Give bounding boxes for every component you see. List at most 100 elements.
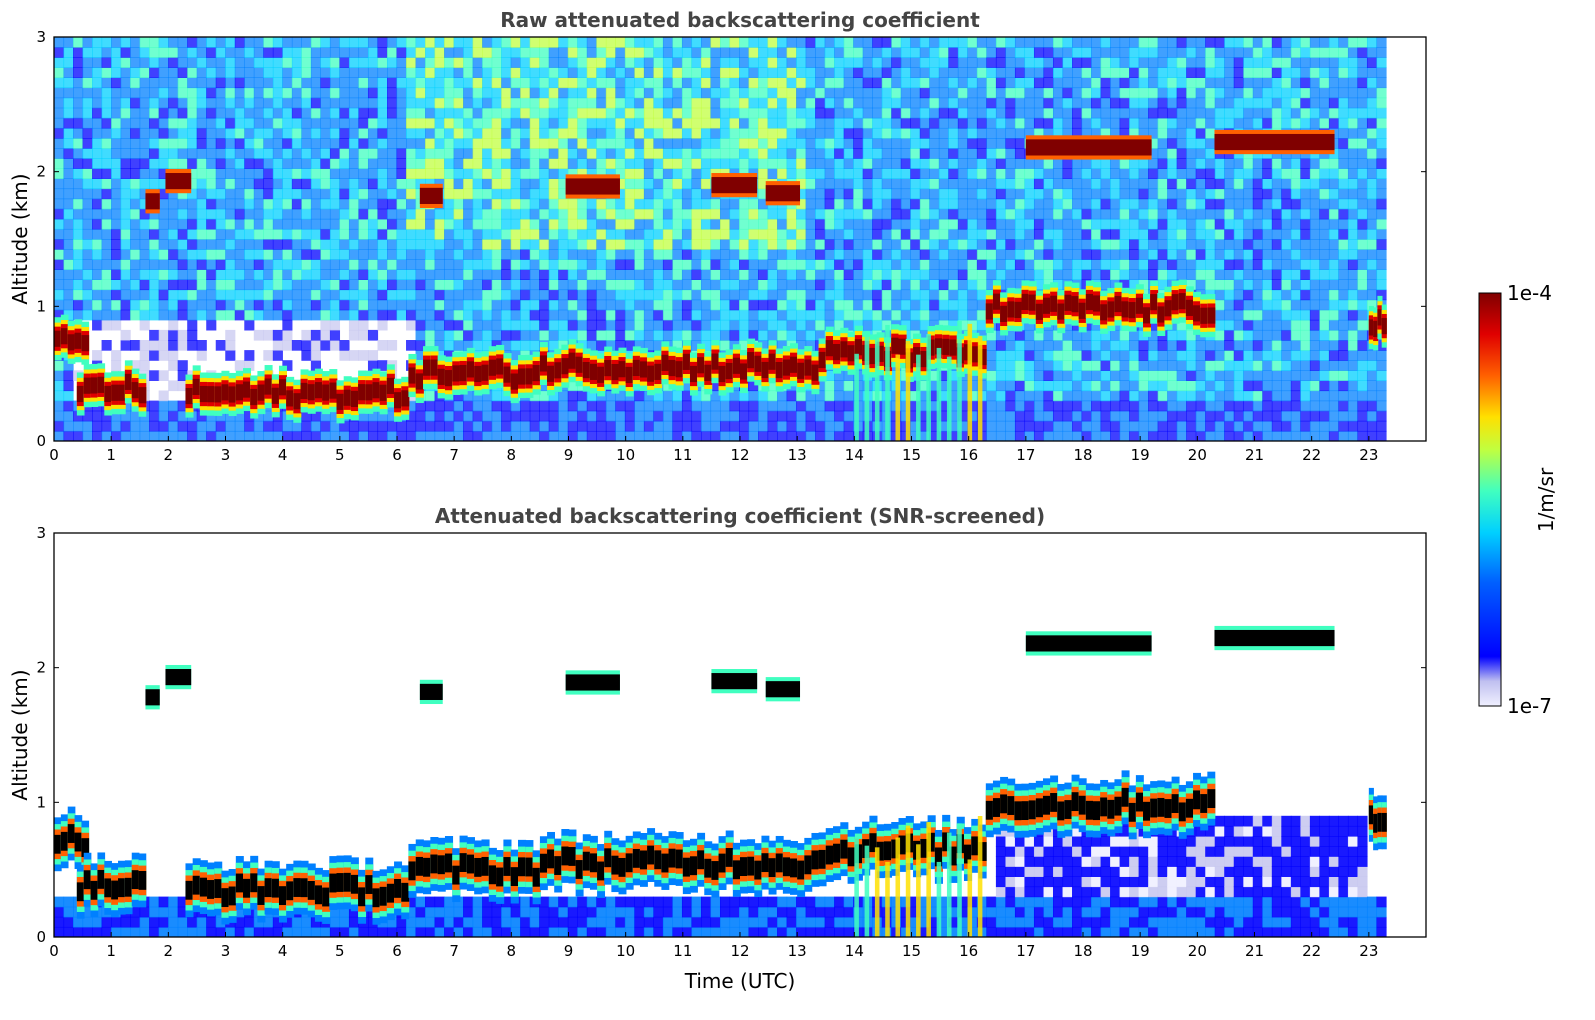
- noise-cell: [834, 319, 845, 331]
- noise-cell: [615, 178, 626, 190]
- noise-cell: [1252, 360, 1263, 371]
- noise-cell: [891, 178, 902, 190]
- noise-cell: [358, 188, 369, 200]
- noise-cell: [63, 178, 74, 190]
- noise-cell: [843, 410, 854, 422]
- noise-cell: [54, 360, 65, 371]
- noise-cell: [377, 57, 388, 68]
- noise-cell: [1062, 329, 1073, 341]
- noise-cell: [986, 410, 997, 422]
- noise-cell: [1271, 117, 1282, 129]
- noise-cell: [282, 148, 293, 159]
- noise-cell: [187, 57, 198, 68]
- noise-cell: [1271, 350, 1282, 361]
- noise-cell: [1243, 350, 1254, 361]
- noise-cell: [615, 87, 626, 99]
- noise-cell: [206, 158, 217, 169]
- noise-cell: [853, 198, 864, 210]
- noise-cell: [919, 47, 930, 58]
- noise-cell: [520, 127, 531, 139]
- noise-cell: [54, 127, 65, 139]
- noise-cell: [634, 168, 645, 179]
- noise-cell: [1214, 259, 1225, 270]
- noise-cell: [406, 97, 417, 109]
- noise-cell: [463, 198, 474, 210]
- noise-cell: [310, 218, 321, 230]
- noise-cell: [234, 289, 245, 301]
- noise-cell: [1081, 37, 1092, 48]
- noise-cell: [501, 138, 512, 149]
- noise-cell: [1129, 87, 1140, 99]
- noise-cell: [653, 430, 664, 441]
- noise-cell: [272, 107, 283, 119]
- noise-cell: [624, 178, 635, 190]
- noise-cell: [881, 289, 892, 301]
- noise-cell: [1233, 410, 1244, 422]
- noise-cell: [824, 158, 835, 169]
- noise-cell: [158, 259, 169, 270]
- noise-cell: [805, 117, 816, 129]
- noise-cell: [472, 390, 483, 402]
- noise-cell: [520, 249, 531, 260]
- noise-cell: [681, 117, 693, 129]
- noise-cell: [691, 309, 702, 321]
- noise-cell: [1243, 77, 1254, 89]
- noise-cell: [396, 208, 407, 220]
- noise-cell: [586, 158, 597, 169]
- noise-cell: [881, 269, 892, 280]
- noise-cell: [54, 410, 65, 422]
- noise-cell: [1129, 77, 1140, 89]
- noise-cell: [729, 228, 740, 240]
- noise-cell: [63, 420, 74, 432]
- noise-cell: [386, 420, 398, 432]
- noise-cell: [1119, 127, 1130, 139]
- noise-cell: [777, 107, 788, 119]
- noise-cell: [301, 97, 312, 109]
- noise-cell: [386, 289, 398, 301]
- noise-cell: [158, 57, 169, 68]
- noise-cell: [320, 208, 331, 220]
- noise-cell: [339, 239, 350, 250]
- noise-cell: [1224, 319, 1235, 331]
- noise-cell: [872, 87, 883, 99]
- noise-cell: [719, 218, 731, 230]
- noise-cell: [348, 57, 360, 68]
- noise-cell: [643, 269, 654, 280]
- noise-cell: [1233, 269, 1244, 280]
- noise-cell: [815, 228, 826, 240]
- noise-cell: [1243, 430, 1254, 441]
- noise-cell: [596, 198, 607, 210]
- noise-cell: [187, 148, 198, 159]
- noise-cell: [434, 289, 445, 301]
- noise-cell: [101, 67, 112, 78]
- noise-cell: [367, 228, 379, 240]
- noise-cell: [796, 390, 807, 402]
- noise-cell: [948, 138, 959, 149]
- noise-cell: [758, 420, 769, 432]
- noise-cell: [929, 380, 940, 392]
- noise-cell: [177, 57, 188, 68]
- noise-cell: [1129, 117, 1140, 129]
- noise-cell: [986, 340, 997, 351]
- noise-cell: [777, 279, 788, 291]
- noise-cell: [406, 178, 417, 190]
- noise-cell: [510, 148, 521, 159]
- noise-cell: [187, 138, 198, 149]
- noise-cell: [501, 107, 512, 119]
- noise-cell: [329, 228, 341, 240]
- noise-cell: [672, 430, 683, 441]
- noise-cell: [367, 360, 379, 371]
- noise-cell: [377, 87, 388, 99]
- noise-cell: [929, 168, 940, 179]
- noise-cell: [1043, 127, 1054, 139]
- noise-cell: [1252, 117, 1263, 129]
- noise-cell: [748, 97, 759, 109]
- noise-cell: [948, 380, 959, 392]
- noise-cell: [653, 77, 664, 89]
- noise-cell: [130, 228, 141, 240]
- noise-cell: [215, 269, 226, 280]
- noise-cell: [139, 178, 150, 190]
- noise-cell: [672, 57, 683, 68]
- noise-cell: [948, 67, 959, 78]
- noise-cell: [1157, 360, 1168, 371]
